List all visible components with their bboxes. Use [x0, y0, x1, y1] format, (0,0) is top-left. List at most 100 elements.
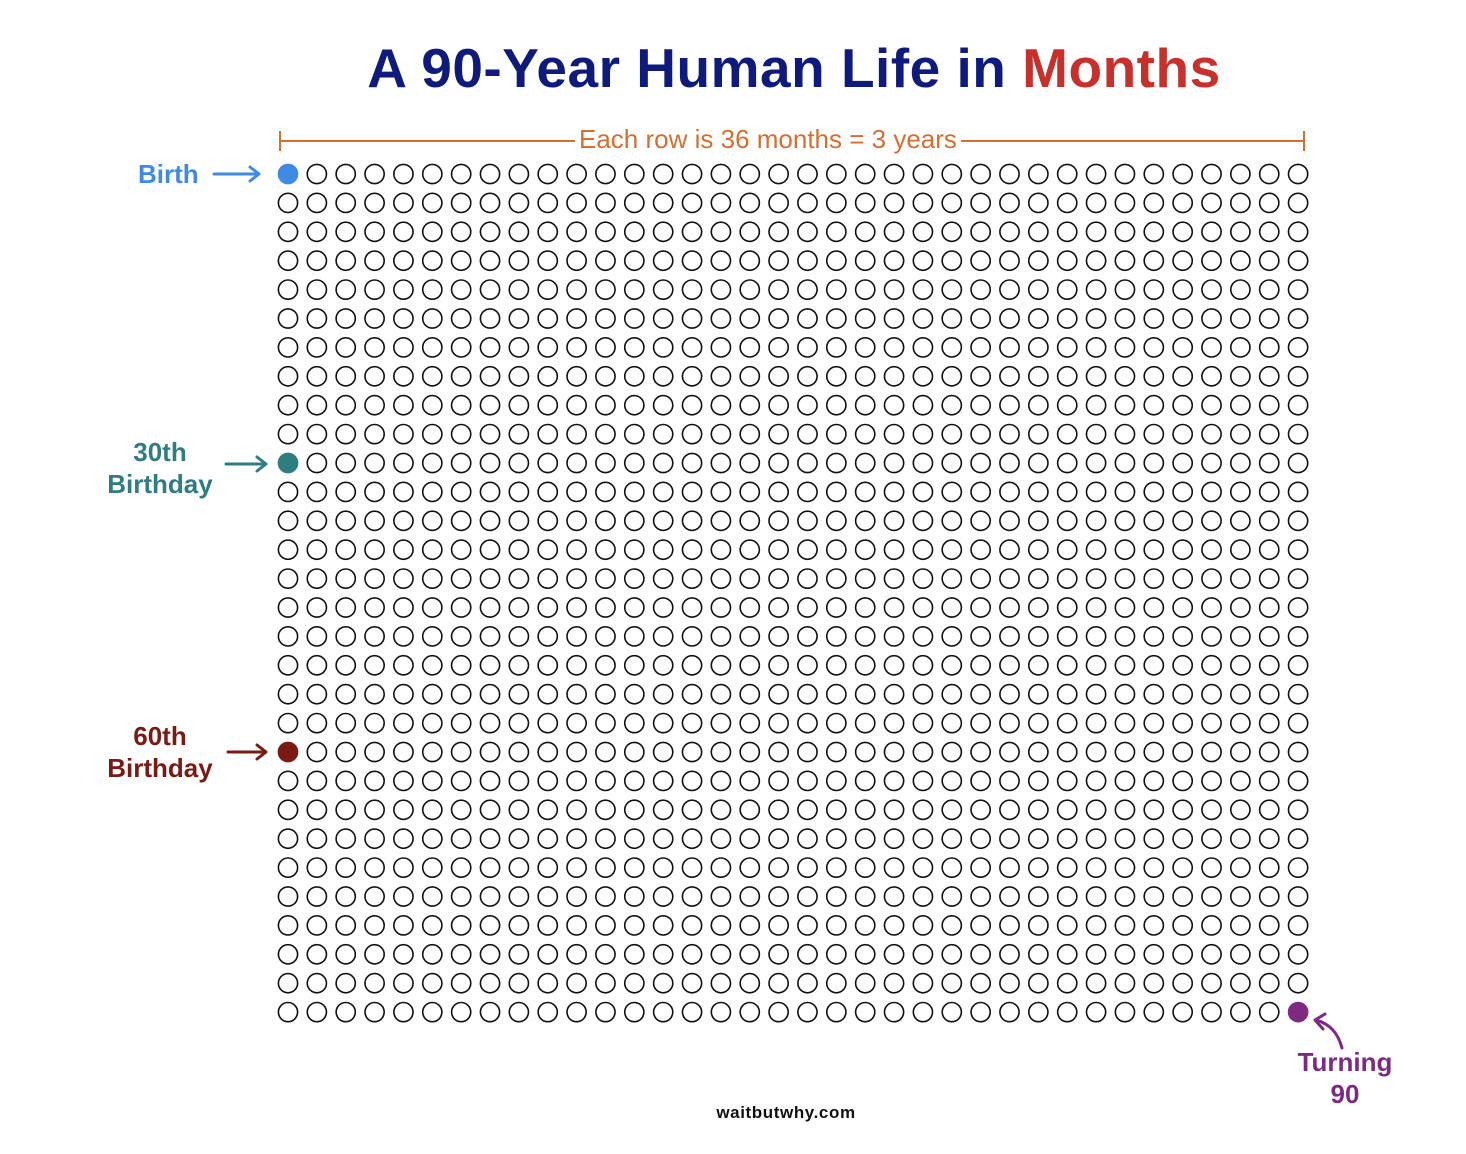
month-circle [335, 1001, 357, 1023]
month-circle [537, 192, 559, 214]
month-circle [1287, 163, 1309, 185]
month-circle [710, 857, 732, 879]
month-circle [1027, 481, 1049, 503]
month-circle [681, 221, 703, 243]
month-circle [912, 857, 934, 879]
month-circle [1143, 510, 1165, 532]
month-circle [854, 770, 876, 792]
month-circle [825, 365, 847, 387]
month-circle [421, 394, 443, 416]
month-circle [537, 481, 559, 503]
month-circle [941, 654, 963, 676]
month-circle [941, 539, 963, 561]
month-circle [1056, 308, 1078, 329]
month-circle [1056, 452, 1078, 474]
month-circle [623, 683, 645, 705]
month-circle [1172, 915, 1194, 936]
month-circle [1172, 828, 1194, 850]
month-circle [652, 915, 674, 936]
month-circle [306, 568, 328, 590]
month-circle [1172, 943, 1194, 965]
month-circle [1027, 539, 1049, 561]
month-circle [1114, 481, 1136, 503]
month-circle [710, 510, 732, 532]
month-circle [335, 683, 357, 705]
month-circle [941, 394, 963, 416]
month-circle [970, 799, 992, 821]
month-circle [277, 799, 299, 821]
month-circle [739, 741, 761, 763]
month-circle [912, 1001, 934, 1023]
month-circle [681, 597, 703, 618]
month-circle [1287, 886, 1309, 907]
month-circle [623, 654, 645, 676]
month-circle [999, 423, 1020, 445]
month-circle [652, 308, 674, 329]
month-circle [768, 452, 790, 474]
month-circle [479, 683, 501, 705]
highlighted-month-1079 [1287, 1001, 1309, 1023]
month-circle [364, 394, 385, 416]
month-circle [364, 423, 385, 445]
month-circle [1085, 221, 1107, 243]
month-circle [797, 886, 818, 907]
month-circle [1229, 365, 1251, 387]
month-circle [1056, 163, 1078, 185]
month-circle [739, 221, 761, 243]
month-circle [421, 626, 443, 647]
month-circle [421, 365, 443, 387]
month-circle [681, 1001, 703, 1023]
month-circle [364, 712, 385, 734]
month-circle [1287, 279, 1309, 301]
month-circle [508, 626, 530, 647]
month-circle [883, 394, 905, 416]
month-circle [1056, 741, 1078, 763]
month-circle [854, 308, 876, 329]
month-circle [652, 423, 674, 445]
month-circle [508, 510, 530, 532]
month-circle [797, 250, 818, 272]
month-circle [335, 279, 357, 301]
month-circle [797, 654, 818, 676]
month-circle [479, 972, 501, 994]
month-circle [970, 1001, 992, 1023]
month-circle [623, 626, 645, 647]
page-title: A 90-Year Human Life in Months [0, 36, 1466, 100]
month-circle [306, 452, 328, 474]
month-circle [652, 510, 674, 532]
month-circle [364, 250, 385, 272]
month-circle [970, 308, 992, 329]
month-circle [421, 597, 443, 618]
month-circle [912, 770, 934, 792]
month-circle [912, 221, 934, 243]
month-circle [421, 799, 443, 821]
month-circle [1143, 221, 1165, 243]
month-circle [1114, 192, 1136, 214]
month-circle [566, 799, 588, 821]
month-circle [421, 683, 443, 705]
month-circle [1201, 568, 1222, 590]
month-circle [1229, 308, 1251, 329]
month-circle [364, 915, 385, 936]
month-circle [1027, 568, 1049, 590]
highlighted-month-0 [277, 163, 299, 185]
month-circle [1201, 626, 1222, 647]
month-circle [277, 250, 299, 272]
month-circle [883, 1001, 905, 1023]
month-circle [1056, 568, 1078, 590]
month-circle [825, 654, 847, 676]
month-circle [739, 770, 761, 792]
month-circle [421, 828, 443, 850]
month-circle [768, 886, 790, 907]
month-circle [912, 510, 934, 532]
month-circle [421, 192, 443, 214]
month-circle [1027, 741, 1049, 763]
month-circle [797, 828, 818, 850]
month-circle [393, 915, 414, 936]
month-circle [825, 712, 847, 734]
month-circle [883, 683, 905, 705]
month-circle [450, 308, 472, 329]
month-circle [277, 654, 299, 676]
month-circle [854, 336, 876, 358]
month-circle [797, 336, 818, 358]
